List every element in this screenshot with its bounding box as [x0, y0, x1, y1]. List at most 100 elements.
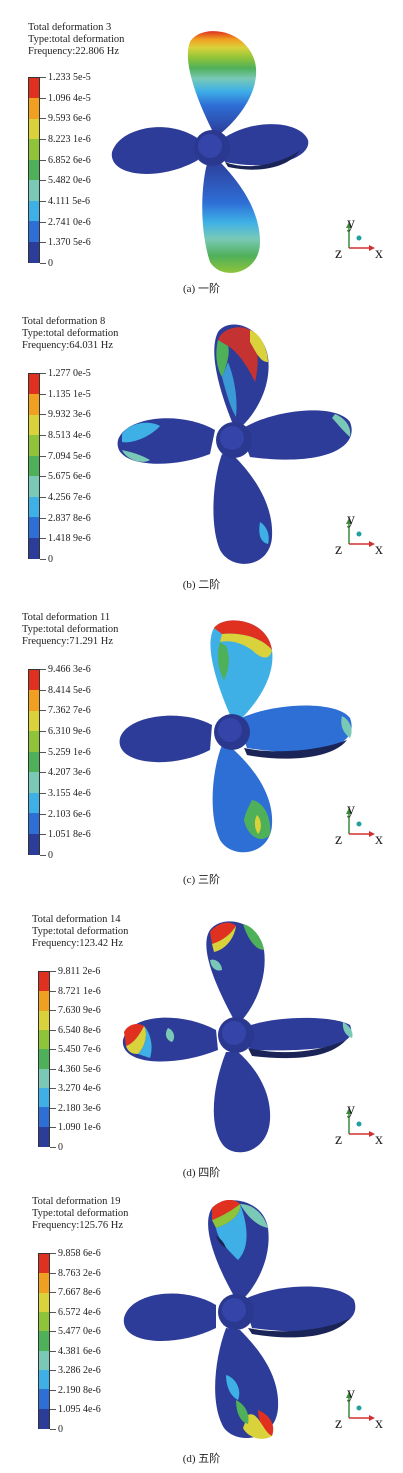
axis-label-z: z — [335, 831, 343, 848]
legend-label: 4.381 6e-6 — [50, 1345, 101, 1357]
legend-label: 2.180 3e-6 — [50, 1102, 101, 1114]
axis-label-y: y — [347, 215, 355, 232]
axis-label-x: x — [375, 245, 383, 262]
propeller-mode-5 — [123, 1200, 356, 1439]
color-legend: 1.233 5e-5 1.096 4e-5 9.593 6e-6 8.223 1e-6… — [28, 72, 148, 269]
legend-label: 3.155 4e-6 — [40, 788, 91, 799]
figure-caption: (d) 五阶 — [182, 1453, 221, 1465]
axis-label-y: y — [347, 511, 355, 528]
legend-label: 9.932 3e-6 — [40, 409, 91, 421]
color-legend: 9.466 3e-6 8.414 5e-6 7.362 7e-6 6.310 9e-6… — [28, 664, 148, 861]
legend-color-bar — [28, 373, 40, 559]
mode-header: Total deformation 14 Type:total deformat… — [32, 914, 128, 950]
color-legend: 9.858 6e-6 8.763 2e-6 7.667 8e-6 6.572 4e-6… — [38, 1248, 158, 1435]
axis-label-z: z — [335, 1131, 343, 1148]
legend-label: 7.630 9e-6 — [50, 1005, 101, 1017]
legend-swatch — [39, 1030, 49, 1050]
legend-label: 3.286 2e-6 — [50, 1365, 101, 1377]
coordinate-triad — [346, 518, 375, 547]
mode-panel-1: Total deformation 3 Type:total deformati… — [0, 0, 403, 296]
legend-swatch — [29, 690, 39, 712]
legend-swatch — [29, 394, 39, 416]
axis-label-z: z — [335, 245, 343, 262]
legend-swatch — [29, 476, 39, 498]
legend-label: 1.418 9e-6 — [40, 533, 91, 545]
legend-swatch — [29, 833, 39, 855]
axis-label-y: y — [347, 1385, 355, 1402]
legend-swatch — [39, 1254, 49, 1274]
legend-swatch — [39, 1049, 49, 1070]
legend-color-bar — [38, 1253, 50, 1429]
legend-label: 8.223 1e-6 — [40, 134, 91, 145]
legend-swatch — [29, 813, 39, 835]
legend-swatch — [39, 1107, 49, 1128]
legend-color-bar — [28, 669, 40, 855]
mode-frequency: Frequency:64.031 Hz — [22, 340, 113, 351]
mode-header: Total deformation 8 Type:total deformati… — [22, 316, 118, 352]
legend-swatch — [39, 1408, 49, 1429]
legend-label: 2.103 6e-6 — [40, 808, 91, 820]
legend-label: 5.675 6e-6 — [40, 471, 91, 483]
legend-label: 1.090 1e-6 — [50, 1122, 101, 1134]
mode-panel-5: Total deformation 19 Type:total deformat… — [0, 1182, 403, 1473]
legend-swatch — [39, 1312, 49, 1332]
mode-title: Total deformation 11 — [22, 612, 111, 623]
legend-label: 0 — [50, 1424, 63, 1435]
axis-label-x: x — [375, 831, 383, 848]
mode-type: Type:total deformation — [32, 926, 129, 937]
legend-label: 1.051 8e-6 — [40, 829, 91, 841]
legend-swatch — [39, 1331, 49, 1352]
legend-swatch — [39, 1292, 49, 1313]
legend-swatch — [29, 241, 39, 263]
mode-header: Total deformation 3 Type:total deformati… — [28, 22, 124, 58]
legend-swatch — [39, 1370, 49, 1390]
legend-swatch — [39, 991, 49, 1012]
legend-label: 6.572 4e-6 — [50, 1306, 101, 1318]
axis-label-x: x — [375, 1415, 383, 1432]
legend-label: 0 — [40, 850, 53, 861]
legend-swatch — [29, 435, 39, 457]
legend-label: 7.362 7e-6 — [40, 705, 91, 717]
legend-swatch — [39, 972, 49, 992]
legend-swatch — [29, 496, 39, 518]
legend-swatch — [29, 792, 39, 814]
legend-swatch — [29, 772, 39, 794]
legend-swatch — [39, 1126, 49, 1147]
legend-swatch — [29, 221, 39, 243]
legend-label: 8.721 1e-6 — [50, 985, 101, 997]
legend-label: 1.277 0e-5 — [40, 368, 91, 379]
legend-swatch — [39, 1389, 49, 1410]
figure-caption: (b) 二阶 — [182, 579, 221, 591]
legend-swatch — [29, 731, 39, 753]
mode-panel-4: Total deformation 14 Type:total deformat… — [0, 892, 403, 1182]
legend-label: 2.837 8e-6 — [40, 512, 91, 524]
figure-caption: (c) 三阶 — [183, 874, 220, 886]
legend-swatch — [39, 1010, 49, 1031]
color-legend: 1.277 0e-5 1.135 1e-5 9.932 3e-6 8.513 4e-6… — [28, 368, 148, 565]
legend-swatch — [29, 751, 39, 773]
legend-label: 2.741 0e-6 — [40, 216, 91, 228]
legend-label: 1.135 1e-5 — [40, 388, 91, 400]
legend-label: 1.095 4e-6 — [50, 1404, 101, 1416]
legend-swatch — [39, 1350, 49, 1371]
legend-label: 0 — [40, 258, 53, 269]
legend-label: 9.466 3e-6 — [40, 664, 91, 675]
legend-label: 2.190 8e-6 — [50, 1384, 101, 1396]
legend-swatch — [29, 455, 39, 477]
legend-swatch — [29, 118, 39, 140]
legend-label: 6.310 9e-6 — [40, 726, 91, 737]
mode-type: Type:total deformation — [22, 328, 119, 339]
mode-title: Total deformation 19 — [32, 1196, 121, 1207]
axis-label-z: z — [335, 541, 343, 558]
legend-label: 4.111 5e-6 — [39, 196, 91, 207]
mode-header: Total deformation 19 Type:total deformat… — [32, 1196, 128, 1232]
mode-panel-2: Total deformation 8 Type:total deformati… — [0, 296, 403, 592]
legend-label: 9.811 2e-6 — [49, 966, 101, 977]
figure-caption: (a) 一阶 — [183, 283, 220, 295]
legend-label: 1.233 5e-5 — [40, 72, 91, 83]
legend-swatch — [29, 180, 39, 202]
propeller-mode-2 — [117, 324, 352, 564]
legend-label: 4.360 5e-6 — [50, 1063, 101, 1075]
legend-swatch — [29, 78, 39, 99]
mode-frequency: Frequency:125.76 Hz — [32, 1220, 123, 1231]
